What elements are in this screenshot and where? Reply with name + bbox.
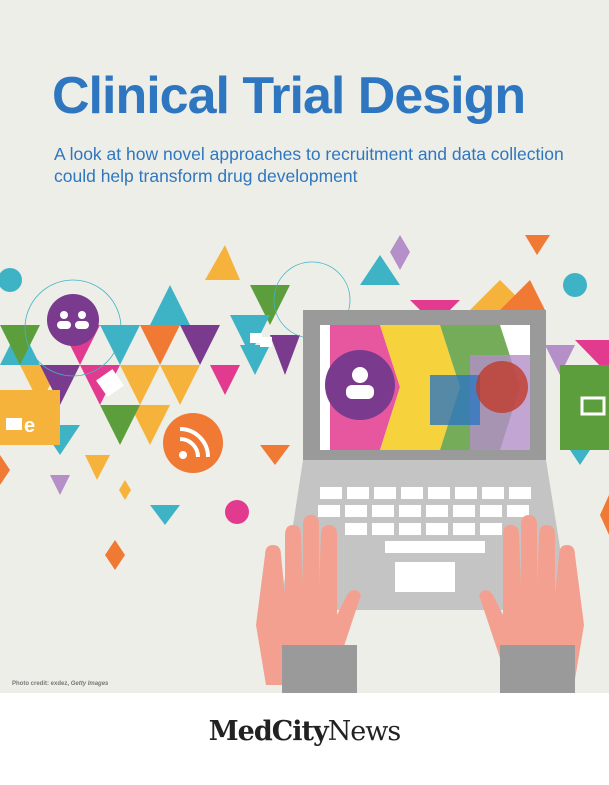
page-subtitle: A look at how novel approaches to recrui… (54, 144, 564, 186)
logo-regular: News (327, 716, 402, 747)
logo-bold: MedCity (208, 716, 329, 747)
monitor-icon (560, 365, 609, 450)
medcitynews-logo: MedCityNews (0, 716, 609, 747)
cover-image-area: Clinical Trial Design A look at how nove… (0, 0, 609, 693)
email-icon: e (6, 415, 35, 437)
phone-icon (96, 369, 124, 397)
rss-icon (163, 413, 223, 473)
photo-credit: Photo credit: exdez, Getty Images (12, 681, 108, 687)
illustration: e (0, 235, 609, 693)
hands-icon (256, 515, 584, 693)
keyboard (318, 487, 531, 592)
page-title: Clinical Trial Design (52, 67, 526, 125)
credit-prefix: Photo credit: exdez, (12, 681, 71, 687)
svg-text:e: e (24, 415, 35, 437)
credit-source: Getty Images (70, 681, 109, 687)
laptop-icon (280, 310, 570, 610)
people-icon (24, 279, 122, 377)
